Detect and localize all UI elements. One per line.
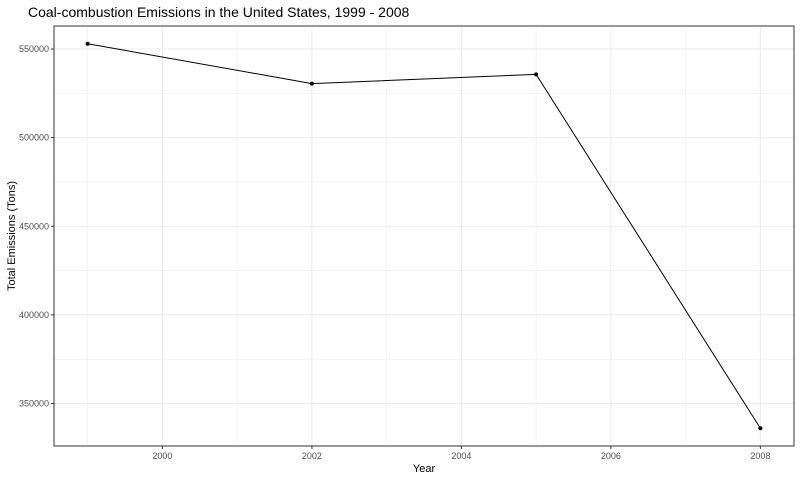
data-point <box>85 41 90 46</box>
x-axis-title: Year <box>413 463 436 475</box>
y-tick-label: 350000 <box>19 398 49 408</box>
y-tick-label: 400000 <box>19 310 49 320</box>
x-tick-label: 2002 <box>302 451 322 461</box>
x-axis-ticks: 2000 2002 2004 2006 2008 <box>152 446 770 461</box>
grid <box>54 26 794 446</box>
plot-panel-border <box>53 25 795 447</box>
x-tick-label: 2004 <box>451 451 471 461</box>
chart-title: Coal-combustion Emissions in the United … <box>28 4 410 20</box>
x-tick-label: 2008 <box>750 451 770 461</box>
data-point <box>534 72 539 77</box>
series-points <box>85 41 763 431</box>
data-point <box>758 426 763 431</box>
x-tick-label: 2006 <box>601 451 621 461</box>
y-tick-label: 500000 <box>19 133 49 143</box>
y-tick-label: 450000 <box>19 221 49 231</box>
x-tick-label: 2000 <box>152 451 172 461</box>
y-tick-label: 550000 <box>19 44 49 54</box>
data-point <box>309 81 314 86</box>
y-axis-ticks: 350000 400000 450000 500000 550000 <box>19 44 54 408</box>
series-line-group <box>87 43 761 429</box>
series-line <box>87 43 761 429</box>
y-axis-title: Total Emissions (Tons) <box>6 181 18 291</box>
